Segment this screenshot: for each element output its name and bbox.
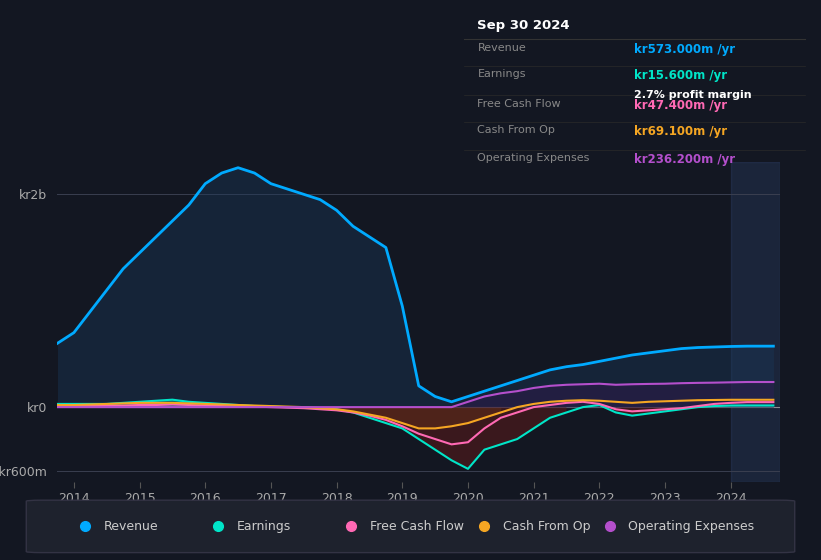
Text: kr69.100m /yr: kr69.100m /yr xyxy=(635,125,727,138)
Text: Revenue: Revenue xyxy=(478,43,526,53)
Text: Sep 30 2024: Sep 30 2024 xyxy=(478,20,570,32)
Bar xyxy=(731,162,780,482)
Text: kr236.200m /yr: kr236.200m /yr xyxy=(635,153,736,166)
Text: kr15.600m /yr: kr15.600m /yr xyxy=(635,69,727,82)
Text: Cash From Op: Cash From Op xyxy=(502,520,590,533)
Text: Cash From Op: Cash From Op xyxy=(478,125,555,135)
Text: Free Cash Flow: Free Cash Flow xyxy=(478,99,561,109)
Text: kr47.400m /yr: kr47.400m /yr xyxy=(635,99,727,112)
FancyBboxPatch shape xyxy=(26,500,795,553)
Text: Free Cash Flow: Free Cash Flow xyxy=(370,520,464,533)
Text: Revenue: Revenue xyxy=(103,520,158,533)
Text: Earnings: Earnings xyxy=(478,69,526,79)
Text: Operating Expenses: Operating Expenses xyxy=(478,153,589,164)
Text: Operating Expenses: Operating Expenses xyxy=(629,520,754,533)
Text: Earnings: Earnings xyxy=(237,520,291,533)
Text: kr573.000m /yr: kr573.000m /yr xyxy=(635,43,736,55)
Text: 2.7% profit margin: 2.7% profit margin xyxy=(635,91,752,100)
